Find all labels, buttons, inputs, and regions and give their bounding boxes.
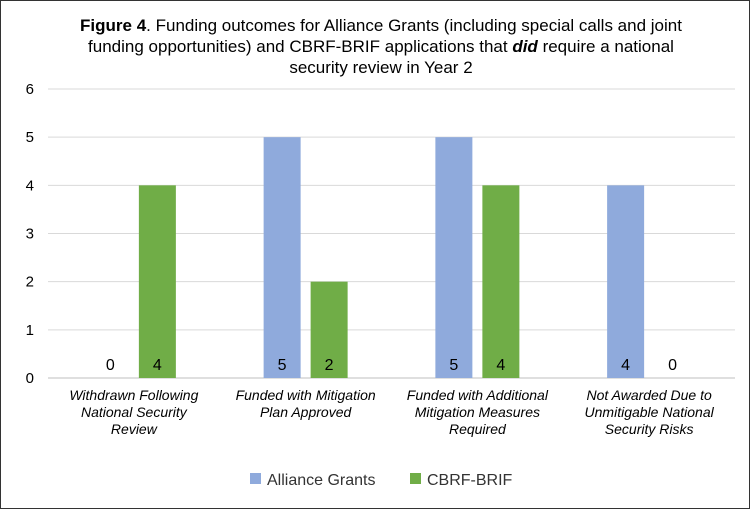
data-label: 5 <box>278 357 287 374</box>
x-category-label: Mitigation Measures <box>415 404 540 420</box>
bar-cbrf-brif <box>310 281 348 378</box>
title-text: . Funding outcomes for Alliance Grants (… <box>88 16 682 56</box>
data-label: 4 <box>496 357 505 374</box>
data-label: 0 <box>668 357 677 374</box>
legend-swatch <box>250 473 261 484</box>
data-label: 4 <box>621 357 630 374</box>
chart-title: Figure 4. Funding outcomes for Alliance … <box>61 15 701 78</box>
y-tick-label: 1 <box>26 322 34 339</box>
x-category-label: Withdrawn Following <box>69 387 198 403</box>
x-category-label: Funded with Mitigation <box>236 387 376 403</box>
bar-alliance-grants <box>263 137 301 378</box>
x-category-label: Review <box>111 421 158 437</box>
bar-alliance-grants <box>435 137 473 378</box>
bar-cbrf-brif <box>138 185 176 378</box>
x-category-label: Unmitigable National <box>585 404 715 420</box>
x-category-label: Required <box>449 421 507 437</box>
data-label: 0 <box>106 357 115 374</box>
x-category-label: Not Awarded Due to <box>586 387 712 403</box>
y-tick-label: 0 <box>26 370 34 387</box>
y-tick-label: 3 <box>26 226 34 243</box>
x-category-label: Plan Approved <box>260 404 353 420</box>
y-tick-label: 2 <box>26 274 34 291</box>
data-label: 2 <box>325 357 334 374</box>
title-figure-number: Figure 4 <box>80 16 147 35</box>
y-tick-label: 4 <box>26 177 34 194</box>
title-text-end: require a national security review in Ye… <box>289 37 674 77</box>
legend-swatch <box>410 473 421 484</box>
data-label: 4 <box>153 357 162 374</box>
legend-label: Alliance Grants <box>267 472 376 489</box>
y-tick-label: 6 <box>26 81 34 98</box>
y-tick-label: 5 <box>26 129 34 146</box>
title-emphasis: did <box>512 37 538 56</box>
bar-cbrf-brif <box>482 185 520 378</box>
x-category-label: Funded with Additional <box>407 387 549 403</box>
legend-label: CBRF-BRIF <box>427 472 513 489</box>
x-category-label: National Security <box>81 404 188 420</box>
bar-alliance-grants <box>607 185 645 378</box>
x-category-label: Security Risks <box>605 421 694 437</box>
data-label: 5 <box>449 357 458 374</box>
